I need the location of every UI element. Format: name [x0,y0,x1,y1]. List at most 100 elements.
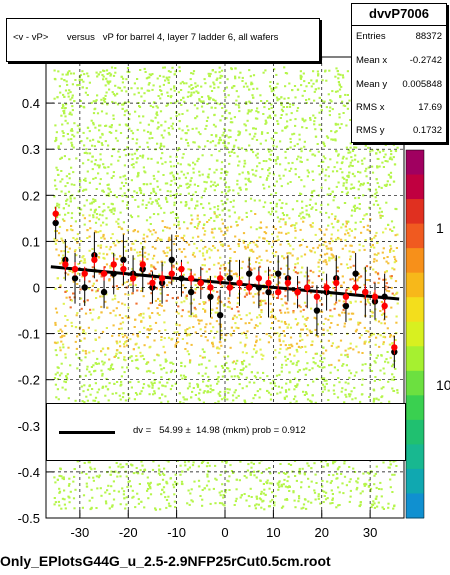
density-cell [368,341,371,344]
density-cell [188,334,191,337]
density-cell [259,142,262,145]
density-cell [313,491,317,494]
density-cell [189,492,192,495]
density-cell [141,199,145,202]
density-cell [65,175,68,178]
density-cell [110,131,113,134]
density-cell [224,192,228,195]
density-cell [54,321,57,324]
density-cell [345,222,348,225]
density-cell [285,498,288,500]
density-cell [110,126,113,129]
density-cell [242,367,245,370]
density-cell [300,486,303,489]
density-cell [350,156,353,159]
density-cell [302,368,305,371]
density-cell [138,254,142,257]
density-cell [259,479,262,482]
density-cell [132,242,135,245]
density-cell [341,223,345,226]
density-cell [327,247,330,250]
density-cell [82,131,85,134]
density-cell [71,129,74,132]
density-cell [381,251,384,254]
density-cell [327,474,331,476]
density-cell [154,507,157,510]
density-cell [108,131,111,134]
density-cell [169,281,172,284]
density-cell [388,343,391,346]
density-cell [120,263,123,266]
density-cell [92,399,95,402]
density-cell [204,82,207,85]
density-cell [301,200,304,203]
density-cell [198,303,201,305]
density-cell [245,499,248,502]
density-cell [287,323,290,326]
density-cell [130,163,133,166]
density-cell [169,155,172,158]
density-cell [222,503,225,506]
density-cell [97,388,101,391]
density-cell [150,202,153,205]
density-cell [125,496,128,499]
density-cell [374,196,377,199]
density-cell [67,346,70,349]
density-cell [105,124,108,127]
density-cell [97,73,100,76]
density-cell [370,246,373,248]
density-cell [293,302,296,305]
density-cell [232,199,235,202]
density-cell [279,163,282,166]
density-cell [394,149,397,152]
density-cell [179,185,183,187]
density-cell [201,374,204,377]
density-cell [274,114,277,117]
density-cell [279,218,282,221]
density-cell [136,333,139,336]
density-cell [311,195,314,198]
density-cell [63,250,66,253]
density-cell [156,180,159,183]
density-cell [200,319,203,322]
density-cell [205,366,208,369]
density-cell [54,481,57,484]
density-cell [124,359,127,362]
density-cell [238,187,241,190]
density-cell [321,489,324,492]
density-cell [272,173,275,176]
density-cell [237,245,240,248]
density-cell [305,392,308,395]
density-cell [104,84,107,87]
density-cell [280,506,284,509]
density-cell [231,86,234,89]
density-cell [64,507,67,510]
density-cell [117,218,120,221]
density-cell [58,374,62,377]
density-cell [347,174,350,177]
density-cell [126,201,129,204]
density-cell [268,276,272,279]
density-cell [126,124,129,127]
density-cell [236,224,239,227]
density-cell [327,339,330,342]
density-cell [380,186,383,189]
density-cell [240,147,244,150]
density-cell [395,315,398,318]
density-cell [329,309,332,312]
density-cell [177,186,180,189]
density-cell [214,71,217,74]
density-cell [142,312,145,315]
density-cell [278,174,281,177]
density-cell [76,131,79,134]
density-cell [298,176,301,179]
density-cell [298,304,301,307]
density-cell [121,317,124,319]
density-cell [110,208,113,211]
density-cell [144,240,147,243]
density-cell [389,460,392,463]
density-cell [217,380,220,383]
density-cell [204,127,207,130]
density-cell [62,135,65,138]
density-cell [301,338,304,341]
